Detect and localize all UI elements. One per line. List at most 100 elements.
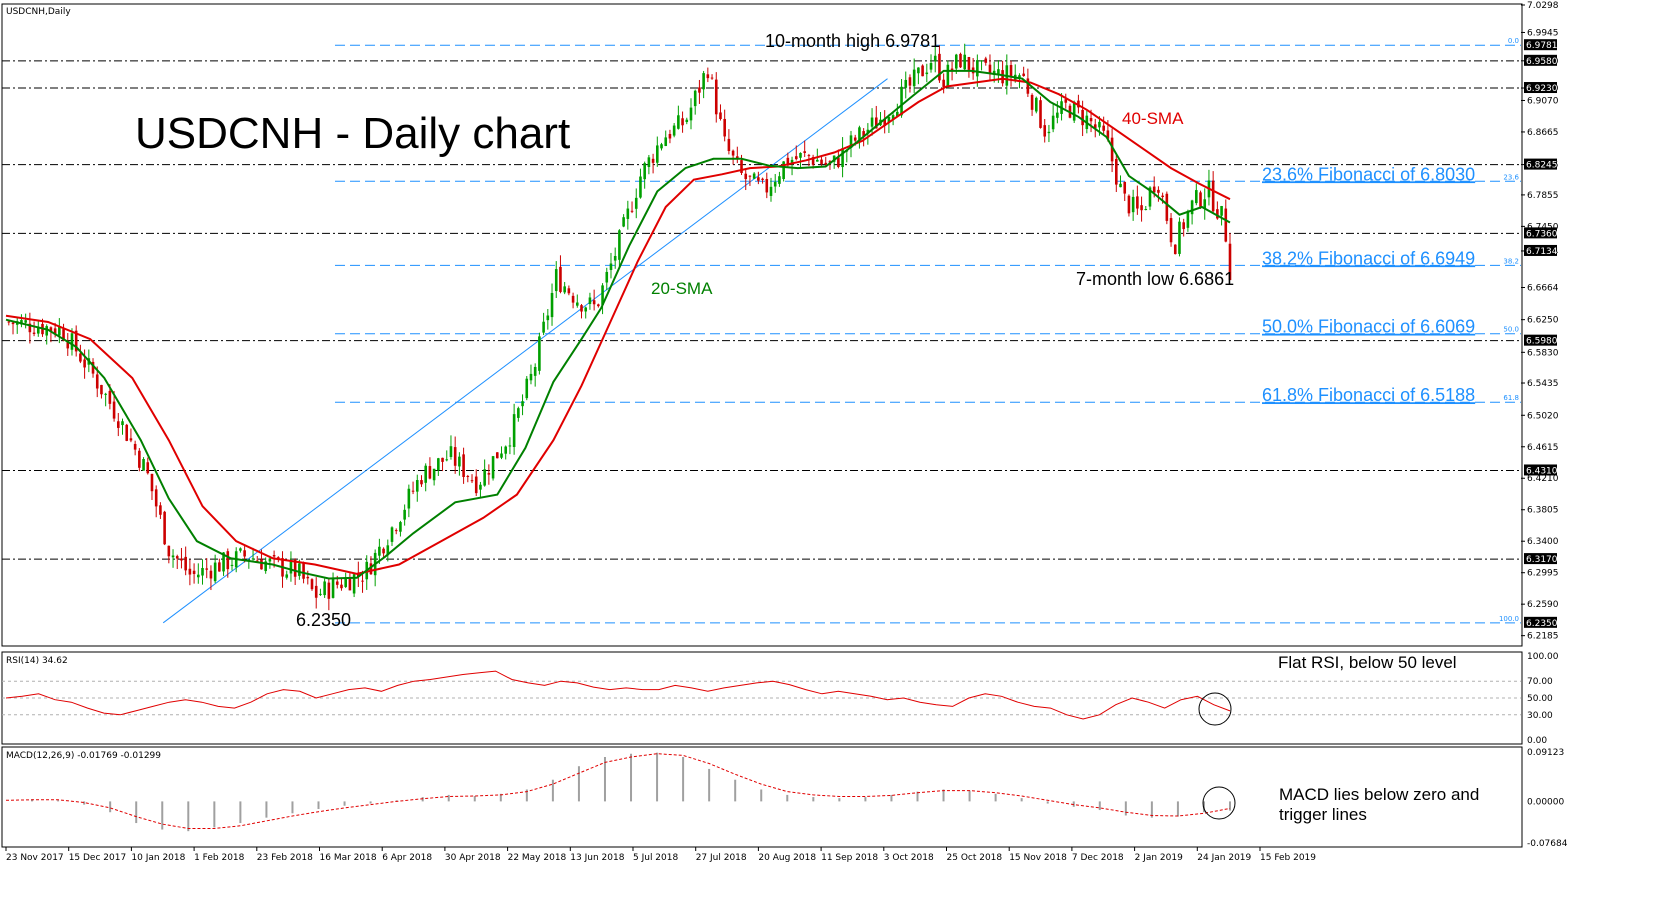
candle-body — [420, 480, 423, 485]
candle-body — [66, 340, 70, 349]
candle-body — [7, 321, 11, 323]
candle-body — [458, 456, 461, 467]
candle-body — [348, 578, 352, 591]
symbol-label: USDCNH,Daily — [6, 7, 71, 17]
rsi-tick-label: 30.00 — [1527, 711, 1553, 721]
candle-body — [167, 545, 171, 557]
candle-body — [1165, 193, 1169, 221]
candle-body — [1216, 209, 1219, 219]
candle-body — [1123, 181, 1127, 194]
price-tick-label: 6.5435 — [1527, 379, 1559, 389]
candle-body — [1098, 121, 1101, 128]
candle-body — [853, 137, 857, 141]
candle-body — [487, 473, 491, 475]
candle-body — [896, 111, 899, 117]
rsi-tick-label: 50.00 — [1527, 694, 1553, 704]
candle-body — [1064, 99, 1068, 103]
candle-body — [222, 552, 225, 572]
sma-40-line — [5, 77, 1231, 575]
candle-body — [369, 563, 373, 575]
candle-body — [967, 56, 971, 70]
candle-body — [1051, 115, 1055, 130]
candle-body — [171, 555, 175, 558]
candle-body — [441, 457, 444, 462]
candle-body — [1190, 200, 1194, 215]
price-tick-label: 7.0298 — [1527, 1, 1559, 11]
candle-body — [538, 336, 541, 371]
candle-body — [32, 332, 36, 334]
candle-body — [1178, 221, 1181, 254]
candle-body — [921, 65, 924, 77]
price-level-badge — [1524, 616, 1557, 628]
candle-body — [205, 568, 209, 570]
candle-body — [870, 117, 874, 127]
candle-body — [542, 321, 545, 333]
candle-body — [533, 366, 537, 376]
candle-body — [950, 68, 954, 71]
x-tick-label: 6 Apr 2018 — [382, 853, 432, 863]
fibonacci-label: 61.8% Fibonacci of 6.5188 — [1262, 385, 1475, 405]
candle-body — [563, 286, 566, 293]
rsi-label: RSI(14) 34.62 — [6, 656, 68, 666]
price-level-badge-label: 6.7134 — [1526, 247, 1558, 257]
candle-body — [386, 545, 390, 556]
candle-body — [104, 393, 107, 395]
candle-body — [681, 118, 684, 126]
candle-body — [1169, 218, 1173, 243]
candle-body — [1211, 180, 1215, 212]
candle-body — [757, 177, 760, 181]
candle-body — [218, 562, 221, 572]
price-tick-label: 6.4210 — [1527, 474, 1559, 484]
candle-body — [925, 72, 929, 75]
candle-body — [298, 563, 301, 576]
rsi-highlight-circle — [1198, 692, 1232, 726]
candle-body — [946, 64, 950, 88]
candle-body — [554, 269, 558, 292]
candle-body — [508, 445, 512, 447]
candle-body — [997, 69, 1000, 74]
x-tick-label: 30 Apr 2018 — [445, 853, 501, 863]
candle-body — [45, 326, 49, 336]
candle-body — [668, 133, 672, 139]
candle-body — [213, 562, 217, 582]
candle-body — [432, 468, 436, 481]
candle-body — [702, 73, 705, 90]
price-tick-label: 6.5830 — [1527, 348, 1559, 358]
candle-body — [740, 160, 743, 174]
candle-body — [1093, 124, 1097, 129]
candle-body — [495, 452, 499, 459]
candle-body — [1039, 100, 1042, 128]
candle-body — [116, 421, 120, 428]
candle-body — [1195, 190, 1198, 204]
candle-body — [491, 456, 495, 479]
candle-body — [100, 384, 103, 395]
candle-body — [209, 570, 213, 579]
candle-body — [70, 333, 74, 350]
candle-body — [251, 558, 255, 560]
candle-body — [1047, 131, 1051, 134]
x-tick-label: 7 Dec 2018 — [1072, 853, 1124, 863]
candle-body — [319, 593, 322, 595]
rsi-line — [5, 670, 1231, 720]
rsi-tick-label: 100.00 — [1527, 652, 1559, 662]
candle-body — [1030, 94, 1034, 110]
rsi-tick-label: 0.00 — [1527, 736, 1547, 746]
candle-body — [929, 62, 933, 70]
candle-body — [1110, 137, 1114, 162]
price-tick-label: 6.9945 — [1527, 28, 1559, 38]
candle-body — [24, 320, 27, 323]
candle-body — [403, 509, 406, 520]
price-level-badge-label: 6.4310 — [1526, 466, 1558, 476]
candle-body — [761, 178, 764, 180]
candle-body — [1140, 205, 1143, 211]
candle-body — [378, 546, 381, 556]
candle-body — [656, 145, 659, 163]
candle-body — [592, 300, 596, 305]
candle-body — [992, 70, 996, 75]
candle-body — [963, 54, 967, 70]
macd-annotation-line2: trigger lines — [1279, 805, 1367, 824]
fibonacci-pct-label: 23.6 — [1503, 173, 1519, 181]
candle-body — [314, 585, 318, 598]
candle-body — [11, 322, 15, 325]
candle-body — [790, 159, 794, 164]
